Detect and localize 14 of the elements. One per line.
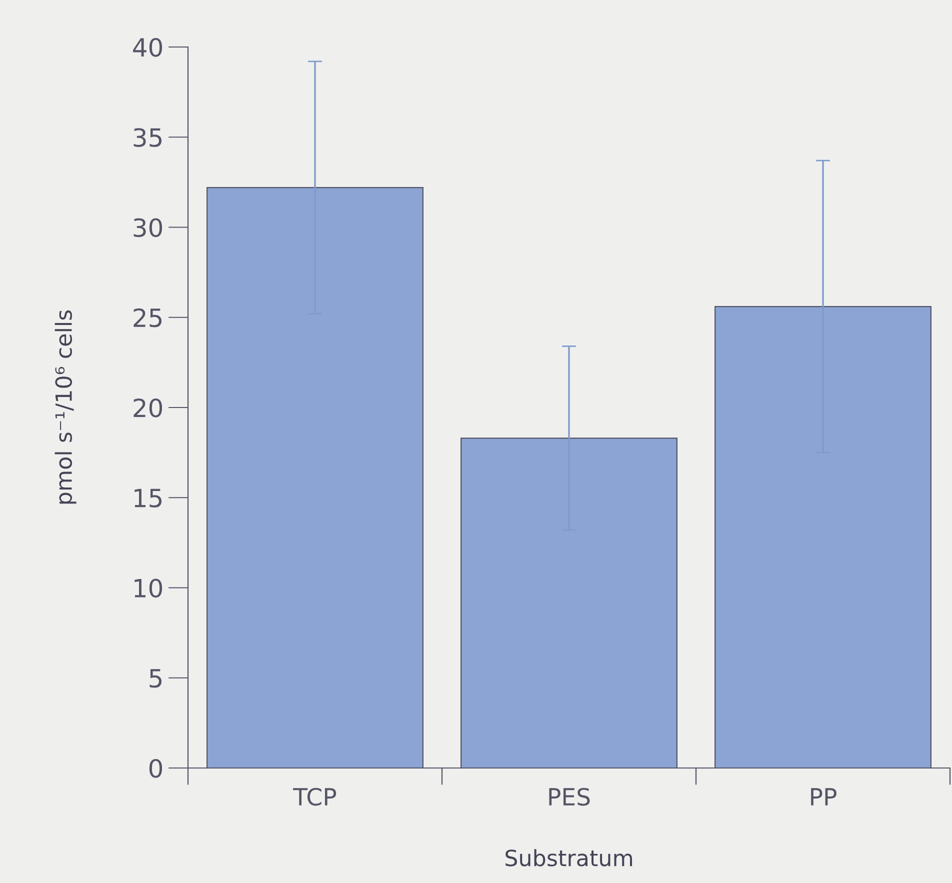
y-tick-label: 30 xyxy=(134,218,162,238)
x-tick-label: PP xyxy=(811,788,836,806)
x-tick-label: TCP xyxy=(293,788,336,806)
x-tick-label: PES xyxy=(549,788,590,806)
y-tick-label: 15 xyxy=(134,488,162,508)
x-axis-title: Substratum xyxy=(506,849,632,866)
y-tick-label: 10 xyxy=(134,578,162,598)
y-tick-label: 5 xyxy=(150,669,162,688)
y-tick-label: 20 xyxy=(134,398,162,418)
y-tick-label: 40 xyxy=(133,38,162,57)
y-tick-label: 25 xyxy=(134,308,162,328)
y-tick-label: 35 xyxy=(134,128,162,147)
y-axis-title: pmol s⁻¹/10⁶ cells xyxy=(54,310,76,504)
y-tick-label: 0 xyxy=(149,758,162,778)
